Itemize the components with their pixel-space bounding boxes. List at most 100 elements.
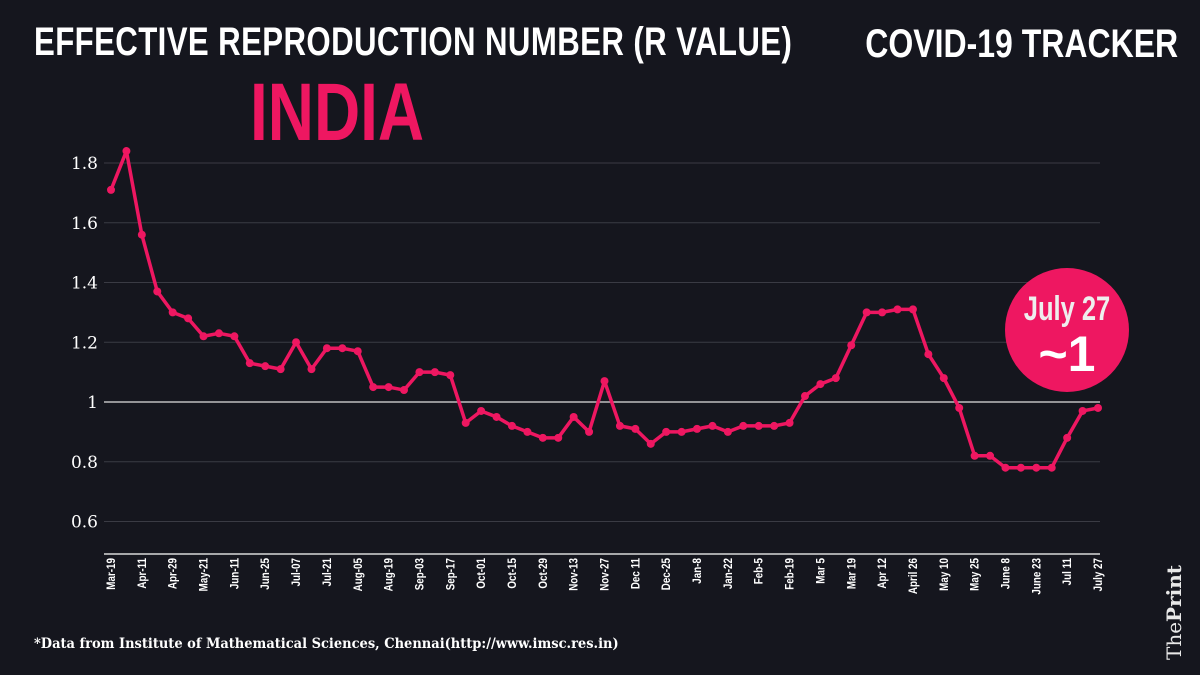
x-tick-label: Sep-03 [414, 558, 427, 590]
theprint-logo: ThePrint [1162, 564, 1186, 660]
data-point [1047, 463, 1056, 472]
x-tick-label: Mar 19 [845, 558, 858, 589]
data-point [1063, 433, 1072, 442]
x-tick-label: Apr-29 [167, 558, 180, 589]
y-tick-label: 0.8 [71, 453, 98, 473]
data-point [153, 287, 162, 296]
data-point [569, 412, 578, 421]
data-point [230, 332, 239, 341]
x-tick-label: June 8 [1000, 558, 1013, 589]
data-point [662, 427, 671, 436]
data-point [184, 314, 193, 323]
data-point [338, 344, 347, 353]
y-tick-label: 1.4 [71, 274, 98, 294]
data-point [122, 147, 131, 156]
x-tick-label: Jan-8 [691, 558, 704, 584]
data-point [1032, 463, 1041, 472]
data-point [384, 383, 393, 392]
data-point [631, 424, 640, 433]
x-tick-label: Jul 11 [1061, 558, 1074, 585]
data-point [847, 341, 856, 350]
data-point [400, 386, 409, 395]
data-point [322, 344, 331, 353]
data-point [1016, 463, 1025, 472]
data-point [585, 427, 594, 436]
x-tick-label: Jan-22 [722, 558, 735, 589]
latest-value-badge: July 27 ~1 [1005, 268, 1129, 392]
data-point [862, 308, 871, 317]
badge-value: ~1 [1038, 326, 1096, 382]
x-tick-label: Apr 12 [876, 558, 889, 589]
data-point [800, 392, 809, 401]
data-point [939, 374, 948, 383]
data-point [492, 412, 501, 421]
x-tick-label: April 26 [907, 558, 920, 594]
data-point [353, 347, 362, 356]
data-point [1001, 463, 1010, 472]
data-point [970, 451, 979, 460]
data-point [693, 424, 702, 433]
data-point [523, 427, 532, 436]
data-point [600, 377, 609, 386]
data-point [878, 308, 887, 317]
data-point [816, 380, 825, 389]
data-point [554, 433, 563, 442]
x-tick-label: May 10 [938, 558, 951, 591]
data-point [199, 332, 208, 341]
data-point [646, 439, 655, 448]
y-tick-label: 1 [87, 393, 98, 413]
data-point [955, 403, 964, 412]
source-note: *Data from Institute of Mathematical Sci… [34, 636, 619, 652]
chart-title: EFFECTIVE REPRODUCTION NUMBER (R VALUE) [34, 20, 793, 64]
x-tick-label: Jul-21 [321, 558, 334, 586]
x-tick-label: Apr-11 [136, 558, 149, 589]
data-point [924, 350, 933, 359]
r-value-line [109, 149, 1099, 470]
x-tick-label: Mar-19 [105, 558, 118, 590]
x-tick-label: Oct-15 [506, 558, 519, 589]
x-tick-label: Feb-19 [784, 558, 797, 590]
x-tick-label: Mar 5 [815, 558, 828, 584]
data-point [477, 406, 486, 415]
x-tick-label: Aug-19 [383, 558, 396, 591]
x-tick-label: Dec 11 [630, 558, 643, 589]
data-point [430, 368, 439, 377]
data-point [415, 368, 424, 377]
y-tick-label: 1.8 [71, 154, 98, 174]
data-point [754, 421, 763, 430]
data-point [677, 427, 686, 436]
data-point [893, 305, 902, 314]
data-point [369, 383, 378, 392]
x-tick-label: Nov-27 [599, 558, 612, 591]
x-tick-label: June 23 [1030, 558, 1043, 595]
tracker-label: COVID-19 TRACKER [865, 22, 1178, 66]
x-tick-label: Sep-17 [444, 558, 457, 590]
x-tick-label: Oct-01 [475, 558, 488, 589]
x-tick-label: Jun-11 [229, 558, 242, 589]
x-tick-label: Dec-25 [660, 558, 673, 590]
data-point [739, 421, 748, 430]
data-point [1094, 403, 1102, 412]
y-tick-label: 1.6 [71, 214, 98, 234]
x-tick-label: Nov-13 [568, 558, 581, 591]
data-point [831, 374, 840, 383]
data-point [615, 421, 624, 430]
data-point [446, 371, 455, 380]
y-tick-label: 0.6 [71, 513, 98, 533]
data-point [307, 365, 316, 374]
x-tick-label: July 27 [1092, 558, 1105, 591]
data-point [538, 433, 547, 442]
y-tick-label: 1.2 [71, 333, 98, 353]
data-point [137, 230, 146, 239]
country-label: INDIA [250, 67, 425, 158]
x-tick-label: May 25 [969, 558, 982, 591]
data-point [261, 362, 270, 371]
data-point [245, 359, 254, 368]
data-point [723, 427, 732, 436]
data-point [908, 305, 917, 314]
x-tick-label: Jul-07 [290, 558, 303, 586]
data-point [785, 418, 794, 427]
data-point [292, 338, 301, 347]
